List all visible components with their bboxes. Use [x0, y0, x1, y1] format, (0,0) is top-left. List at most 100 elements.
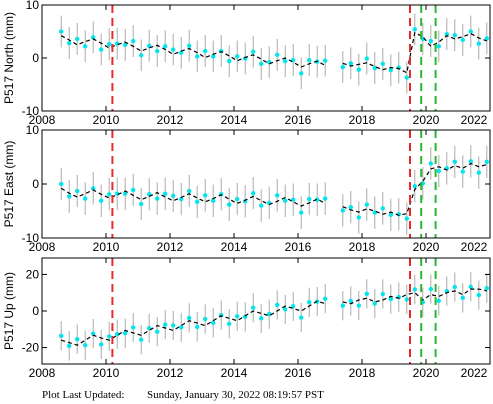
data-point	[452, 284, 457, 290]
y-tick-label: -10	[22, 104, 40, 118]
data-point	[195, 54, 200, 59]
data-point	[227, 321, 232, 326]
data-point	[299, 315, 304, 320]
data-point	[291, 304, 296, 309]
data-point	[259, 316, 264, 321]
data-point	[195, 199, 200, 205]
data-point	[340, 208, 345, 213]
data-point	[187, 315, 192, 321]
data-point	[380, 291, 385, 297]
data-point	[147, 43, 152, 49]
data-point	[436, 298, 441, 303]
data-point	[131, 325, 136, 330]
data-point	[484, 159, 489, 165]
x-tick-label: 2020	[413, 113, 440, 127]
data-point	[275, 302, 280, 308]
data-point	[179, 50, 184, 55]
data-point	[340, 303, 345, 308]
data-point	[460, 295, 465, 301]
panel: -10 0 10 2008 2010 2012 2014 2016 2018 2020 2022 P5…	[2, 123, 491, 254]
y-tick-label: 20	[26, 267, 40, 281]
data-point	[460, 37, 465, 43]
data-point	[155, 48, 160, 54]
panel: -20 0 20 2008 2010 2012 2014 2016 2018 2020 2022 P5…	[2, 257, 491, 380]
y-tick-label: 10	[26, 123, 40, 137]
data-point	[139, 53, 144, 58]
data-point	[388, 212, 393, 217]
data-point	[484, 36, 489, 41]
y-axis-label: P517 North (mm)	[2, 12, 16, 104]
data-point	[123, 330, 128, 336]
data-point	[171, 323, 176, 328]
data-point	[187, 188, 192, 194]
data-point	[171, 47, 176, 52]
data-point	[299, 71, 304, 76]
x-tick-label: 2016	[285, 240, 312, 254]
plot-area	[42, 258, 490, 364]
data-point	[211, 54, 216, 59]
x-tick-label: 2016	[285, 366, 312, 380]
x-tick-label: 2018	[349, 240, 376, 254]
data-point	[436, 168, 441, 174]
data-point	[476, 292, 481, 298]
data-point	[404, 216, 409, 221]
data-point	[307, 57, 312, 63]
data-point	[227, 202, 232, 207]
data-point	[91, 186, 96, 191]
data-point	[452, 159, 457, 165]
data-point	[235, 54, 240, 59]
data-point	[364, 56, 369, 61]
data-point	[259, 61, 264, 67]
y-axis-label: P517 Up (mm)	[2, 272, 16, 350]
data-point	[195, 324, 200, 330]
data-point	[131, 187, 136, 193]
x-tick-label: 2014	[221, 366, 248, 380]
data-point	[428, 38, 433, 44]
plot-area	[42, 5, 490, 111]
y-tick-label: 0	[32, 177, 39, 191]
data-point	[348, 61, 353, 66]
data-point	[323, 196, 328, 201]
model-line	[60, 31, 488, 74]
data-point	[428, 286, 433, 292]
x-tick-label: 2014	[221, 113, 248, 127]
data-point	[211, 198, 216, 203]
data-point	[299, 210, 304, 215]
data-point	[468, 284, 473, 290]
data-point	[476, 170, 481, 175]
data-point	[163, 44, 168, 49]
y-tick-label: 0	[32, 51, 39, 65]
data-point	[468, 29, 473, 34]
data-point	[59, 181, 64, 187]
data-point	[364, 291, 369, 297]
x-tick-label: 2020	[413, 366, 440, 380]
data-point	[460, 169, 465, 174]
x-tick-label: 2010	[93, 240, 120, 254]
x-tick-label: 2022	[461, 240, 488, 254]
footer-timestamp: Sunday, January 30, 2022 08:19:57 PST	[147, 389, 324, 401]
data-point	[75, 188, 80, 194]
data-point	[275, 193, 280, 198]
x-tick-label: 2008	[29, 113, 56, 127]
x-tick-label: 2014	[221, 240, 248, 254]
data-point	[323, 296, 328, 301]
data-point	[283, 58, 288, 64]
data-point	[107, 192, 112, 197]
data-point	[307, 196, 312, 202]
data-point	[75, 336, 80, 342]
x-tick-label: 2016	[285, 113, 312, 127]
data-point	[203, 193, 208, 198]
y-tick-label: -20	[22, 341, 40, 355]
data-point	[91, 331, 96, 336]
data-point	[67, 343, 72, 349]
data-point	[251, 49, 256, 54]
data-point	[163, 191, 168, 196]
footer-label: Plot Last Updated:	[42, 389, 125, 401]
data-point	[356, 303, 361, 308]
data-point	[291, 197, 296, 202]
data-point	[67, 40, 72, 46]
data-point	[315, 197, 320, 202]
data-point	[155, 196, 160, 201]
data-point	[163, 322, 168, 327]
data-point	[107, 334, 112, 339]
